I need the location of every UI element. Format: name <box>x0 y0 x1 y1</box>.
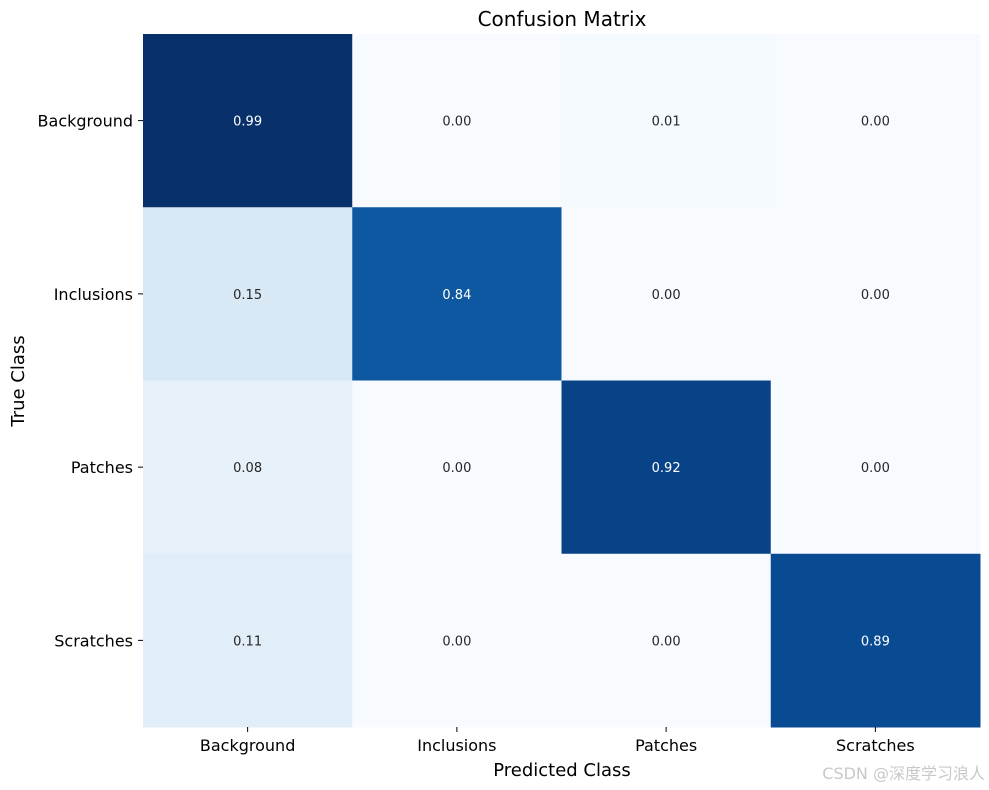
y-axis-ticks: Background Inclusions Patches Scratches <box>38 112 143 650</box>
cell-patches-background <box>143 380 353 555</box>
cell-annotations: 0.99 0.00 0.01 0.00 0.15 0.84 0.00 0.00 0.08 0.00… <box>233 115 890 650</box>
cell-background-inclusions <box>352 34 562 208</box>
cell-value-inclusions-inclusions: 0.84 <box>442 288 471 303</box>
y-tick-label-scratches: Scratches <box>54 631 133 650</box>
cell-background-scratches <box>770 34 981 208</box>
cell-value-scratches-background: 0.11 <box>233 634 262 649</box>
x-tick-label-scratches: Scratches <box>836 736 915 755</box>
y-tick-label-background: Background <box>38 112 133 131</box>
cell-patches-inclusions <box>352 380 562 555</box>
cell-value-patches-scratches: 0.00 <box>861 461 890 476</box>
cell-patches-scratches <box>770 380 981 555</box>
cell-scratches-inclusions <box>352 553 562 728</box>
cell-scratches-background <box>143 553 353 728</box>
y-axis-label: True Class <box>8 335 29 427</box>
cell-scratches-scratches <box>770 553 981 728</box>
cell-background-background <box>143 34 353 208</box>
cell-value-background-inclusions: 0.00 <box>442 115 471 130</box>
cell-value-patches-patches: 0.92 <box>652 461 681 476</box>
cell-inclusions-scratches <box>770 207 981 381</box>
cell-value-background-background: 0.99 <box>233 115 262 130</box>
cell-value-inclusions-background: 0.15 <box>233 288 262 303</box>
cell-scratches-patches <box>561 553 772 728</box>
watermark: CSDN @深度学习浪人 <box>822 764 985 783</box>
x-tick-label-background: Background <box>200 736 295 755</box>
cell-inclusions-inclusions <box>352 207 562 381</box>
cell-inclusions-background <box>143 207 353 381</box>
cell-value-inclusions-scratches: 0.00 <box>861 288 890 303</box>
cell-value-scratches-scratches: 0.89 <box>861 634 890 649</box>
y-tick-label-patches: Patches <box>71 458 133 477</box>
y-tick-label-inclusions: Inclusions <box>54 285 133 304</box>
x-axis-label: Predicted Class <box>493 760 631 781</box>
cell-value-patches-background: 0.08 <box>233 461 262 476</box>
cell-value-patches-inclusions: 0.00 <box>442 461 471 476</box>
x-tick-label-patches: Patches <box>635 736 697 755</box>
heatmap-cells <box>143 34 981 728</box>
cell-patches-patches <box>561 380 772 555</box>
cell-value-scratches-patches: 0.00 <box>652 634 681 649</box>
cell-value-background-scratches: 0.00 <box>861 115 890 130</box>
cell-value-inclusions-patches: 0.00 <box>652 288 681 303</box>
cell-value-background-patches: 0.01 <box>652 115 681 130</box>
cell-value-scratches-inclusions: 0.00 <box>442 634 471 649</box>
cell-inclusions-patches <box>561 207 772 381</box>
cell-background-patches <box>561 34 772 208</box>
x-tick-label-inclusions: Inclusions <box>417 736 496 755</box>
x-axis-ticks: Background Inclusions Patches Scratches <box>200 727 915 755</box>
chart-title: Confusion Matrix <box>478 7 647 31</box>
